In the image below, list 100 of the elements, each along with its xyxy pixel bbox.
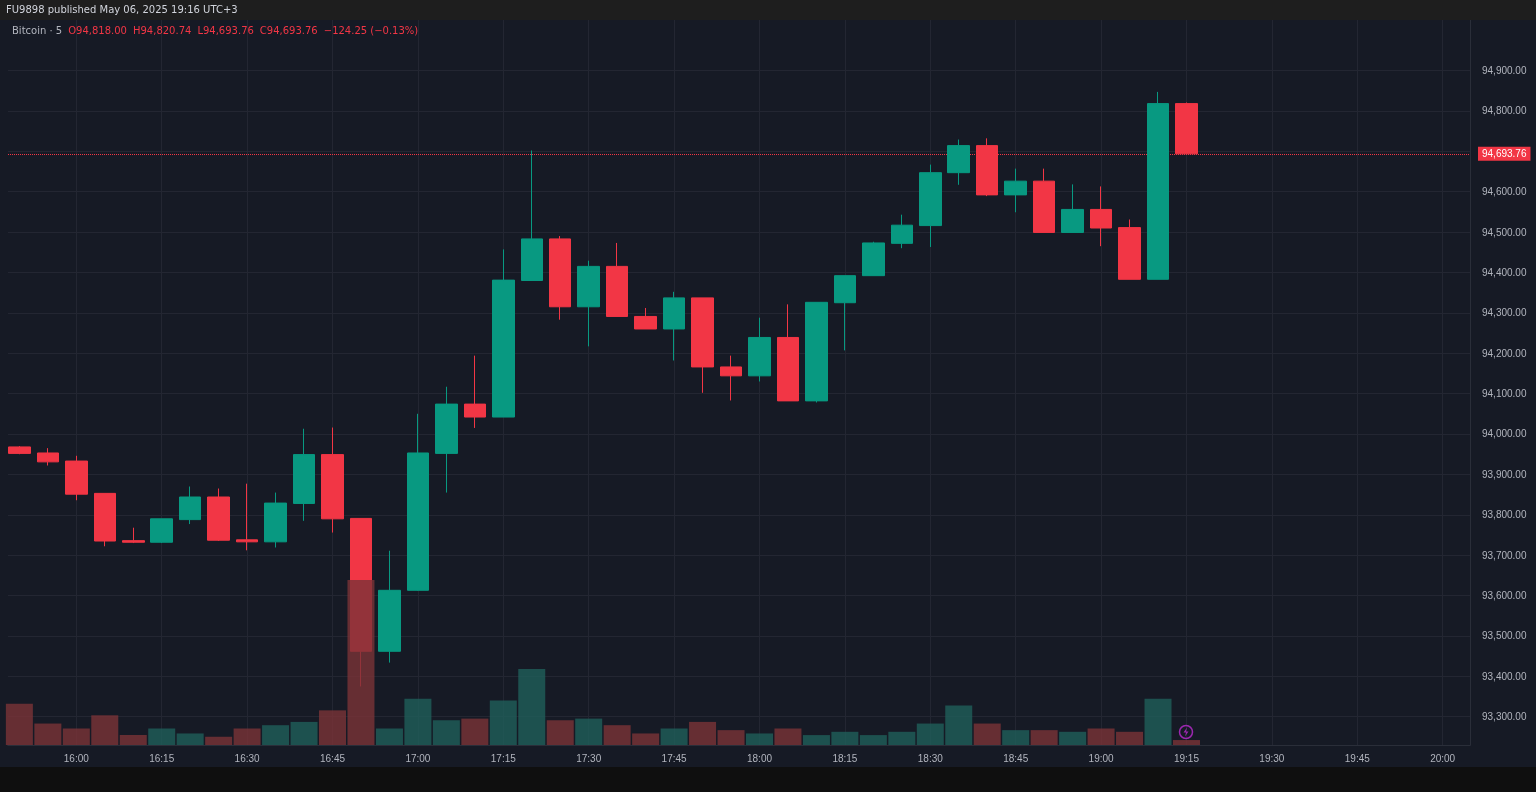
x-tick-label: 19:00 (1088, 752, 1115, 764)
candlestick (150, 518, 173, 544)
bar (176, 733, 204, 745)
bar (119, 735, 147, 745)
text: FU9898 published May 06, 2025 19:16 UTC+3 (6, 4, 238, 15)
bar (233, 728, 261, 745)
bar (1144, 698, 1172, 745)
candlestick (407, 413, 429, 592)
bar (461, 718, 489, 745)
annotation: −124.25 (−0.13%) (323, 25, 419, 36)
candlestick (179, 486, 201, 525)
bar (1172, 740, 1200, 745)
x-tick-label: 18:15 (832, 752, 858, 764)
annotation: L94,693.76 (197, 25, 254, 36)
x-tick-label: 16:30 (234, 752, 261, 764)
bar (290, 721, 318, 745)
candlestick (207, 488, 230, 542)
candlestick (748, 317, 771, 382)
candlestick (37, 447, 59, 466)
candlestick (1061, 183, 1084, 233)
bar (205, 736, 233, 745)
candlestick (777, 303, 799, 402)
candlestick (8, 445, 31, 455)
x-tick-label: 18:00 (746, 752, 773, 764)
candlestick (1004, 168, 1027, 213)
bar (1030, 730, 1058, 745)
candlestick (464, 355, 486, 429)
candlestick (862, 241, 885, 277)
x-tick-label: 17:45 (661, 752, 688, 764)
text: Bitcoin · 5 (12, 25, 63, 36)
y-tick-label: 93,300.00 (1482, 711, 1527, 723)
candlestick (435, 386, 458, 494)
candlestick (634, 307, 657, 330)
annotation: H94,820.74 (132, 25, 192, 36)
candlestick (891, 214, 913, 249)
y-tick-label: 93,900.00 (1482, 468, 1527, 480)
candlestick (293, 428, 315, 522)
candlestick (947, 139, 970, 186)
candlestick (1147, 91, 1169, 280)
x-tick-label: 17:30 (576, 752, 602, 764)
candlestick (1118, 219, 1141, 280)
bar (575, 718, 603, 745)
candlestick (65, 455, 88, 501)
y-tick-label: 94,300.00 (1482, 307, 1527, 319)
candlestick (94, 492, 116, 547)
bar (774, 728, 802, 745)
candlestick (691, 297, 714, 394)
x-tick-label: 17:00 (405, 752, 431, 764)
candlestick (720, 355, 742, 401)
x-tick-label: 18:45 (1003, 752, 1029, 764)
y-tick-label: 94,000.00 (1482, 428, 1527, 440)
candlestick (122, 527, 145, 544)
candlestick (321, 427, 344, 534)
x-tick-label: 19:45 (1344, 752, 1371, 764)
bar (660, 728, 688, 745)
y-tick-label: 93,400.00 (1482, 670, 1527, 682)
x-tick-label: 16:15 (149, 752, 175, 764)
x-tick-label: 18:30 (917, 752, 944, 764)
candlestick (1033, 168, 1055, 233)
bar (1059, 731, 1087, 745)
y-tick-label: 94,600.00 (1482, 186, 1527, 198)
bar (1002, 730, 1030, 745)
y-tick-label: 93,700.00 (1482, 549, 1527, 561)
y-tick-label: 94,800.00 (1482, 105, 1527, 117)
bar (262, 725, 290, 745)
bar (746, 733, 773, 745)
y-tick-label: 94,900.00 (1482, 64, 1527, 76)
y-tick-label: 94,100.00 (1482, 388, 1527, 400)
x-tick-label: 19:15 (1173, 752, 1200, 764)
candlestick (1090, 185, 1112, 247)
ref-line-label: 94,693.76 (1482, 148, 1527, 160)
y-tick-label: 93,800.00 (1482, 509, 1527, 521)
candlestick (919, 164, 942, 248)
x-tick-label: 17:15 (490, 752, 517, 764)
x-tick-label: 20:00 (1430, 752, 1456, 764)
candlestick (236, 483, 258, 551)
x-tick-label: 19:30 (1259, 752, 1285, 764)
y-tick-label: 94,500.00 (1482, 226, 1527, 238)
x-tick-label: 16:45 (319, 752, 346, 764)
bar (717, 730, 745, 745)
bar (432, 720, 460, 745)
y-tick-label: 94,400.00 (1482, 266, 1527, 278)
candlestick (521, 149, 543, 282)
candlestick (834, 275, 856, 351)
candlestick (805, 301, 828, 403)
y-tick-label: 93,500.00 (1482, 630, 1527, 642)
candlestick (577, 260, 600, 347)
candlestick (264, 492, 287, 548)
bar (148, 728, 176, 745)
y-tick-label: 94,200.00 (1482, 347, 1527, 359)
candlestick (663, 291, 685, 361)
bar (546, 720, 574, 745)
candlestick (492, 248, 515, 418)
candlestick (606, 242, 628, 317)
candlestick (378, 550, 401, 664)
x-tick-label: 16:00 (63, 752, 90, 764)
bar (973, 723, 1001, 745)
annotation: C94,693.76 (259, 25, 318, 36)
candlestick (549, 235, 571, 321)
y-tick-label: 93,600.00 (1482, 590, 1527, 602)
